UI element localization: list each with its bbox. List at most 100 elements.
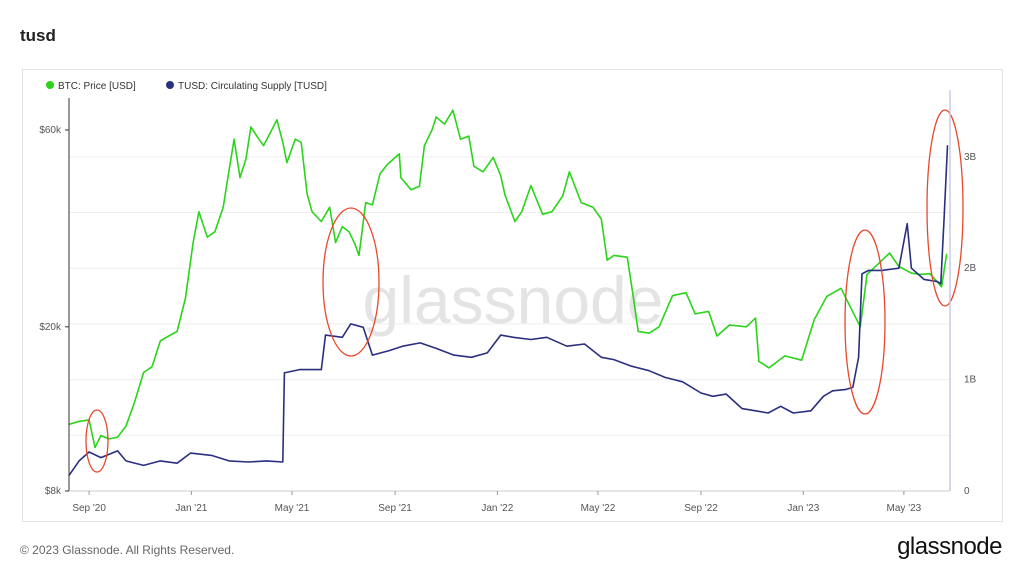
point-btc-price <box>745 326 747 328</box>
point-btc-price <box>459 138 462 140</box>
point-tusd-supply <box>143 464 145 466</box>
point-btc-price <box>530 185 532 187</box>
point-btc-price <box>592 206 594 208</box>
point-btc-price <box>813 319 815 321</box>
point-btc-price <box>568 171 571 173</box>
point-btc-price <box>500 175 502 177</box>
point-tusd-supply <box>725 393 727 395</box>
watermark: glassnode <box>363 263 664 337</box>
point-tusd-supply <box>712 395 714 397</box>
point-btc-price <box>826 295 828 297</box>
y-right-tick-label: 2B <box>964 263 977 274</box>
point-btc-price <box>626 256 628 258</box>
point-btc-price <box>504 194 506 196</box>
point-btc-price <box>117 436 119 438</box>
point-tusd-supply <box>682 381 684 383</box>
point-tusd-supply <box>936 281 939 283</box>
axis-layer: $8k $20k $60k 0 1B 2B 3B Sep '20 Jan '21 May '21 S… <box>39 90 977 514</box>
point-btc-price <box>125 425 127 427</box>
point-btc-price <box>716 335 718 337</box>
point-tusd-supply <box>419 342 421 344</box>
point-tusd-supply <box>350 323 352 325</box>
highlight-ellipse <box>85 409 109 473</box>
point-btc-price <box>685 292 687 294</box>
point-btc-price <box>443 123 446 125</box>
point-btc-price <box>133 402 135 404</box>
point-tusd-supply <box>341 336 343 338</box>
point-btc-price <box>250 126 252 128</box>
point-btc-price <box>300 141 302 143</box>
point-tusd-supply <box>861 273 863 275</box>
point-btc-price <box>423 145 425 147</box>
point-tusd-supply <box>754 410 757 412</box>
point-btc-price <box>100 435 102 437</box>
point-btc-price <box>398 153 400 155</box>
point-btc-price <box>341 226 343 228</box>
point-btc-price <box>580 202 582 204</box>
point-tusd-supply <box>88 451 90 453</box>
point-tusd-supply <box>324 334 327 336</box>
legend-label-btc: BTC: Price [USD] <box>58 81 136 92</box>
point-btc-price <box>606 259 608 261</box>
point-btc-price <box>431 129 433 131</box>
chart-panel: glassnode $8k $20k $60k 0 1B 2B 3B Sep '20 Jan '… <box>22 69 1003 522</box>
point-tusd-supply <box>210 454 213 456</box>
point-tusd-supply <box>159 460 161 462</box>
point-btc-price <box>94 446 96 449</box>
point-tusd-supply <box>832 390 834 392</box>
point-btc-price <box>482 171 484 173</box>
point-btc-price <box>282 141 284 143</box>
point-tusd-supply <box>453 354 455 356</box>
point-btc-price <box>418 185 420 187</box>
point-tusd-supply <box>910 267 913 269</box>
point-tusd-supply <box>630 365 633 367</box>
point-tusd-supply <box>176 462 178 464</box>
point-btc-price <box>910 272 913 274</box>
point-btc-price <box>371 204 373 206</box>
point-btc-price <box>276 119 278 121</box>
y-right-tick-label: 3B <box>964 152 977 163</box>
point-btc-price <box>198 211 200 213</box>
y-left-tick-label: $20k <box>39 322 62 333</box>
x-tick-label: Jan '22 <box>481 503 513 514</box>
point-btc-price <box>728 324 731 326</box>
point-tusd-supply <box>486 352 488 354</box>
point-tusd-supply <box>388 350 390 352</box>
point-btc-price <box>306 193 308 195</box>
highlight-ellipse <box>322 207 380 357</box>
y-left-tick-label: $60k <box>39 125 62 136</box>
point-btc-price <box>192 242 194 244</box>
point-tusd-supply <box>780 405 782 407</box>
point-btc-price <box>648 332 650 334</box>
point-tusd-supply <box>189 452 192 454</box>
point-btc-price <box>78 420 80 422</box>
point-btc-price <box>159 340 161 342</box>
point-tusd-supply <box>583 343 586 345</box>
series-line-tusd-supply <box>68 145 949 476</box>
point-btc-price <box>613 254 615 256</box>
legend-label-tusd: TUSD: Circulating Supply [TUSD] <box>178 81 327 92</box>
point-btc-price <box>521 211 523 213</box>
point-btc-price <box>866 273 868 275</box>
grid-layer <box>69 156 950 436</box>
point-tusd-supply <box>247 461 249 463</box>
point-tusd-supply <box>940 283 942 285</box>
x-tick-label: Jan '23 <box>787 503 819 514</box>
point-btc-price <box>929 273 931 275</box>
point-tusd-supply <box>898 267 900 269</box>
point-tusd-supply <box>500 334 502 336</box>
point-btc-price <box>214 231 216 233</box>
point-btc-price <box>400 177 402 179</box>
point-btc-price <box>754 317 757 319</box>
point-tusd-supply <box>844 389 846 391</box>
point-tusd-supply <box>402 345 404 347</box>
point-tusd-supply <box>117 450 119 452</box>
legend-item-tusd[interactable]: TUSD: Circulating Supply [TUSD] <box>166 81 327 92</box>
point-btc-price <box>143 371 145 374</box>
legend-item-btc[interactable]: BTC: Price [USD] <box>46 81 136 92</box>
y-left-tick-label: $8k <box>45 486 62 497</box>
point-btc-price <box>452 109 454 111</box>
point-tusd-supply <box>78 460 80 462</box>
point-tusd-supply <box>283 372 285 374</box>
point-tusd-supply <box>822 395 825 397</box>
